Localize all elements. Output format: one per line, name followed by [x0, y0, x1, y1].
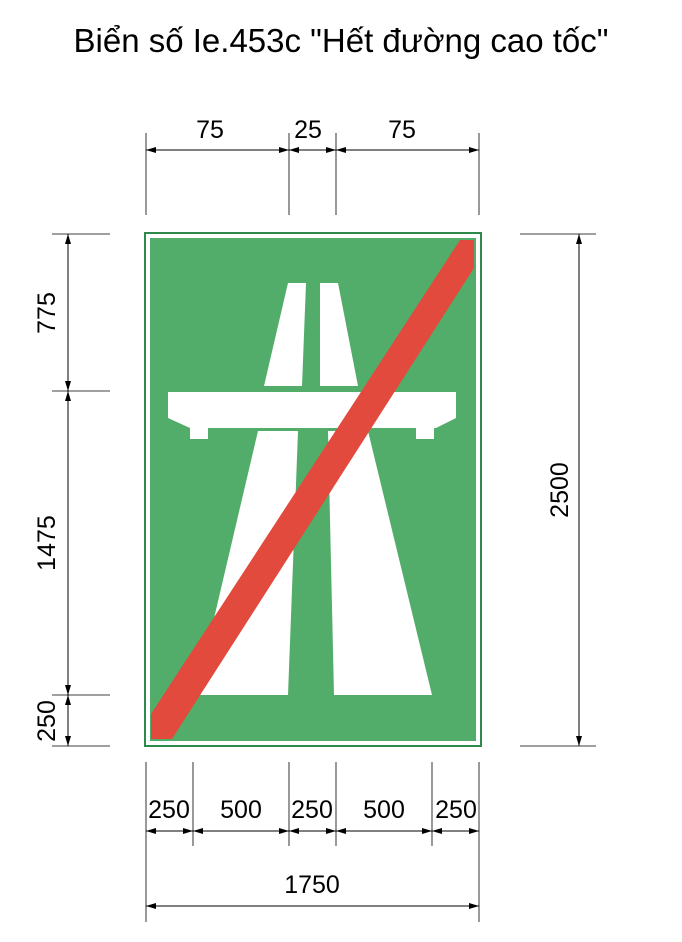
cancel-stripe [151, 240, 474, 739]
bottom-dimension-total-width: 1750 [284, 871, 340, 899]
left-dimension-bottom: 250 [33, 700, 61, 742]
right-dimension-total-height: 2500 [546, 462, 574, 518]
road-upper-right-lane [320, 283, 358, 386]
bridge-pier-left [190, 426, 208, 439]
bridge-pier-right [416, 426, 434, 439]
top-dimensions: 75 25 75 [145, 116, 480, 215]
bottom-dimension-1: 250 [148, 796, 190, 824]
top-dimension-middle: 25 [294, 116, 322, 144]
right-dimension: 2500 [520, 233, 596, 747]
page-title: Biển số Ie.453c "Hết đường cao tốc" [73, 22, 609, 59]
bottom-dimension-4: 500 [363, 796, 405, 824]
bottom-dimension-2: 500 [220, 796, 262, 824]
bottom-dimension-5: 250 [435, 796, 477, 824]
left-dimensions: 775 1475 250 [33, 233, 110, 747]
left-dimension-middle: 1475 [33, 515, 61, 571]
bottom-dimensions: 250 500 250 500 250 1750 [145, 762, 480, 922]
road-upper-left-lane [264, 283, 306, 386]
road-lower-right-lane [328, 431, 432, 695]
bottom-dimension-3: 250 [291, 796, 333, 824]
top-dimension-left: 75 [196, 116, 224, 144]
bridge-deck [168, 392, 456, 428]
top-dimension-right: 75 [388, 116, 416, 144]
left-dimension-top: 775 [33, 292, 61, 334]
